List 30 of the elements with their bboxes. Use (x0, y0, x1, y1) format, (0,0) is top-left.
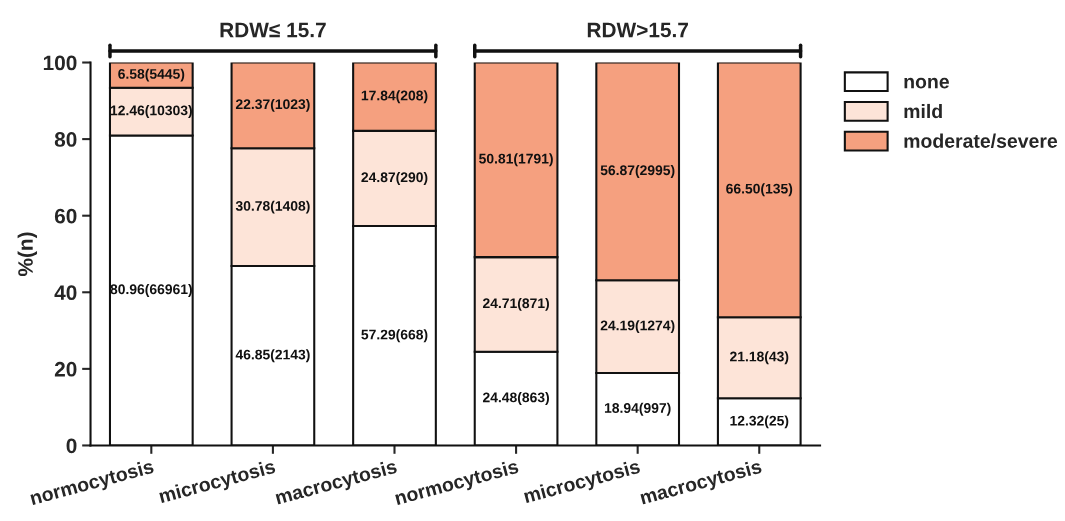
y-tick-label: 80 (54, 132, 77, 147)
data-label: 57.29(668) (361, 329, 428, 343)
data-label: 24.48(863) (482, 392, 549, 406)
data-label: 6.58(5445) (118, 68, 185, 82)
y-tick-label: 100 (43, 55, 77, 71)
data-label: 18.94(997) (604, 402, 671, 416)
data-label: 24.19(1274) (600, 320, 675, 334)
data-label: 46.85(2143) (235, 349, 310, 363)
data-label: 50.81(1791) (479, 153, 553, 167)
data-label: 24.71(871) (482, 297, 549, 311)
data-label: 22.37(1023) (235, 98, 310, 112)
data-label: 56.87(2995) (600, 164, 675, 178)
y-tick-label: 0 (66, 438, 77, 454)
y-tick-label: 40 (54, 285, 77, 301)
text: RDW>15.7 (587, 22, 688, 38)
legend-label: none (904, 77, 949, 89)
data-label: 17.84(208) (361, 90, 428, 104)
text: RDW≤ 15.7 (220, 22, 326, 38)
legend-label: mild (904, 103, 942, 119)
data-label: 30.78(1408) (235, 200, 310, 214)
data-label: 12.46(10303) (110, 105, 192, 119)
y-axis-title: %(n) (17, 232, 38, 277)
data-label: 24.87(290) (361, 171, 428, 185)
data-label: 21.18(43) (730, 351, 789, 365)
data-label: 66.50(135) (726, 183, 793, 197)
legend-label: moderate/severe (904, 133, 1058, 149)
data-label: 80.96(66961) (110, 283, 192, 297)
y-tick-label: 20 (54, 361, 77, 377)
data-label: 12.32(25) (730, 415, 789, 429)
y-tick-label: 60 (54, 208, 77, 224)
